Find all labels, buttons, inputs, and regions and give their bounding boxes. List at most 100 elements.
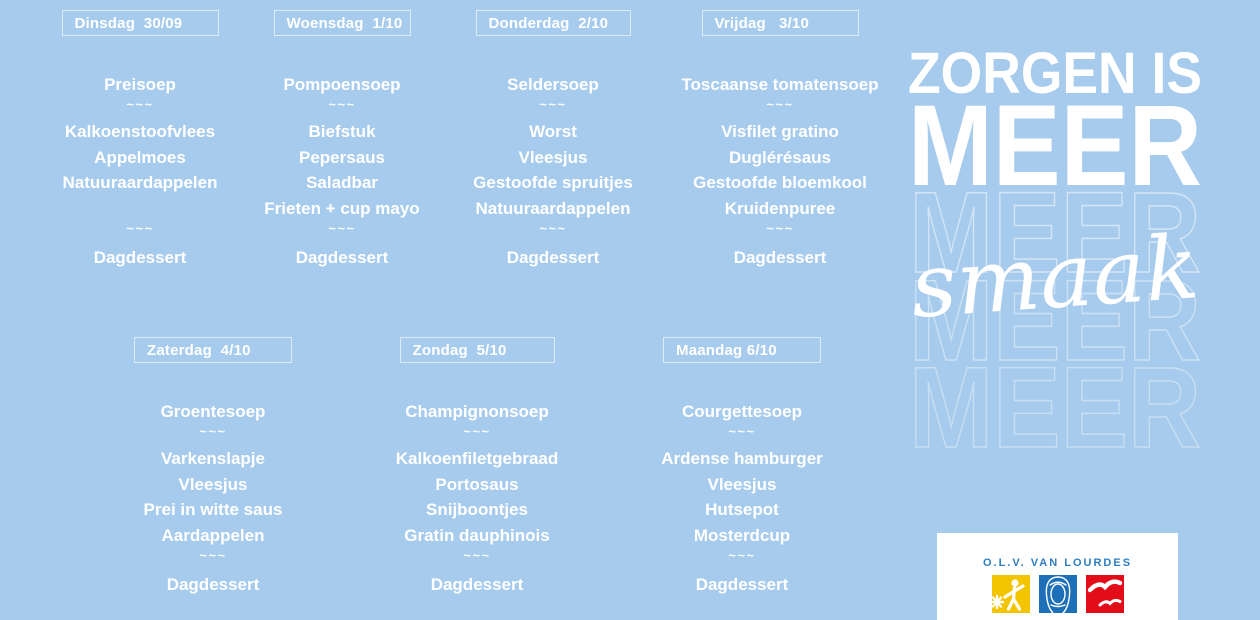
menu-item: Saladbar: [306, 173, 378, 192]
day-column-vrijdag: Vrijdag 3/10 Toscaanse tomatensoep ~~~ V…: [650, 10, 910, 270]
menu-item: Gestoofde spruitjes: [473, 173, 633, 192]
day-label: Zondag 5/10: [412, 341, 507, 359]
menu-item: Natuuraardappelen: [62, 173, 218, 192]
menu-dessert: Dagdessert: [166, 575, 260, 594]
menu-item: Gratin dauphinois: [404, 525, 550, 545]
day-header-box: Zaterdag 4/10: [134, 337, 292, 363]
logo-squares: [937, 575, 1178, 614]
day-header-box: Woensdag 1/10: [273, 10, 411, 36]
menu-items: Worst Vleesjus Gestoofde spruitjes Natuu…: [433, 119, 673, 221]
menu-soup: Preisoep: [104, 75, 176, 94]
menu-dessert: Dagdessert: [295, 248, 389, 267]
zorgen-is-text: ZORGEN IS: [908, 45, 1202, 106]
meer-outline-text: MEER: [909, 344, 1201, 465]
menu-item: Vleesjus: [178, 474, 248, 494]
day-label: Vrijdag 3/10: [714, 14, 810, 32]
star-burst: [989, 594, 1004, 610]
separator-tildes: ~~~: [126, 97, 154, 112]
separator-tildes: ~~~: [728, 548, 756, 563]
logo-family-square: [989, 575, 1030, 613]
day-column-woensdag: Woensdag 1/10 Pompoensoep ~~~ Biefstuk P…: [222, 10, 462, 270]
menu-dessert: Dagdessert: [733, 248, 827, 267]
day-column-donderdag: Donderdag 2/10 Seldersoep ~~~ Worst Vlee…: [433, 10, 673, 270]
day-column-dinsdag: Dinsdag 30/09 Preisoep ~~~ Kalkoenstoofv…: [20, 10, 260, 270]
smaak-script-text: smaak: [908, 215, 1202, 338]
menu-dessert: Dagdessert: [695, 575, 789, 594]
separator-tildes: ~~~: [328, 97, 356, 112]
menu-item: Varkenslapje: [161, 449, 265, 468]
menu-item: Pepersaus: [299, 147, 385, 167]
menu-item: Kruidenpuree: [724, 198, 836, 218]
meer-outline-text: MEER: [909, 169, 1201, 297]
day-header-box: Vrijdag 3/10: [701, 10, 859, 36]
menu-item: Prei in witte saus: [143, 500, 283, 519]
menu-soup: Toscaanse tomatensoep: [681, 75, 879, 94]
menu-dessert: Dagdessert: [93, 248, 187, 267]
family-figures-icon: [989, 579, 1025, 611]
day-label: Dinsdag 30/09: [74, 14, 183, 32]
person-figure: [1002, 579, 1025, 611]
menu-item: Worst: [529, 122, 577, 141]
olv-van-lourdes-logo: O.L.V. VAN LOURDES: [937, 533, 1178, 620]
menu-item: Appelmoes: [94, 147, 186, 167]
day-column-zaterdag: Zaterdag 4/10 Groentesoep ~~~ Varkenslap…: [93, 337, 333, 597]
separator-tildes: ~~~: [463, 548, 491, 563]
separator-tildes: ~~~: [539, 97, 567, 112]
separator-tildes: ~~~: [126, 221, 154, 236]
menu-item: Kalkoenstoofvlees: [64, 122, 216, 141]
meer-outline-text: MEER: [909, 257, 1201, 385]
separator-tildes: ~~~: [463, 424, 491, 439]
menu-items: Kalkoenfiletgebraad Portosaus Snijboontj…: [357, 446, 597, 548]
logo-madonna-square: [1038, 575, 1077, 614]
menu-item: Portosaus: [435, 474, 519, 494]
menu-item: Gestoofde bloemkool: [693, 173, 867, 192]
separator-tildes: ~~~: [199, 424, 227, 439]
menu-soup: Champignonsoep: [405, 402, 549, 421]
menu-soup: Seldersoep: [507, 75, 599, 94]
day-label: Woensdag 1/10: [286, 14, 403, 32]
menu-items: Ardense hamburger Vleesjus Hutsepot Most…: [622, 446, 862, 548]
logo-birds-square: [1085, 575, 1124, 613]
logo-title: O.L.V. VAN LOURDES: [982, 557, 1133, 569]
menu-items: Varkenslapje Vleesjus Prei in witte saus…: [93, 446, 333, 548]
separator-tildes: ~~~: [766, 221, 794, 236]
menu-items: Visfilet gratino Duglérésaus Gestoofde b…: [650, 119, 910, 221]
zorgen-is-meer-smaak-branding: MEER MEER MEER ZORGEN IS MEER smaak: [908, 45, 1202, 465]
day-header-box: Maandag 6/10: [663, 337, 821, 363]
menu-soup: Pompoensoep: [283, 75, 401, 94]
separator-tildes: ~~~: [728, 424, 756, 439]
day-label: Maandag 6/10: [676, 341, 777, 359]
menu-item: Duglérésaus: [728, 147, 832, 167]
menu-item: Hutsepot: [705, 500, 779, 519]
day-column-zondag: Zondag 5/10 Champignonsoep ~~~ Kalkoenfi…: [357, 337, 597, 597]
menu-soup: Courgettesoep: [682, 402, 802, 421]
menu-item: Visfilet gratino: [721, 122, 839, 141]
day-label: Donderdag 2/10: [488, 14, 609, 32]
menu-items: Biefstuk Pepersaus Saladbar Frieten + cu…: [222, 119, 462, 221]
menu-item: Ardense hamburger: [661, 449, 823, 468]
birds-icon: [1087, 579, 1122, 607]
menu-item: Vleesjus: [707, 474, 777, 494]
menu-item: Natuuraardappelen: [475, 198, 631, 218]
menu-item: Vleesjus: [518, 147, 588, 167]
separator-tildes: ~~~: [539, 221, 567, 236]
menu-item: Aardappelen: [161, 525, 265, 545]
day-header-box: Dinsdag 30/09: [61, 10, 219, 36]
menu-item: Frieten + cup mayo: [264, 198, 420, 218]
separator-tildes: ~~~: [199, 548, 227, 563]
day-column-maandag: Maandag 6/10 Courgettesoep ~~~ Ardense h…: [622, 337, 862, 597]
menu-dessert: Dagdessert: [430, 575, 524, 594]
menu-item: Kalkoenfiletgebraad: [395, 449, 559, 468]
madonna-icon: [1045, 576, 1070, 614]
menu-item: Biefstuk: [308, 122, 376, 141]
menu-soup: Groentesoep: [160, 402, 266, 421]
menu-items: Kalkoenstoofvlees Appelmoes Natuuraardap…: [20, 119, 260, 221]
separator-tildes: ~~~: [766, 97, 794, 112]
menu-item: Mosterdcup: [693, 525, 791, 545]
day-label: Zaterdag 4/10: [147, 341, 251, 359]
day-header-box: Donderdag 2/10: [475, 10, 631, 36]
menu-item: Snijboontjes: [426, 500, 528, 519]
day-header-box: Zondag 5/10: [399, 337, 555, 363]
separator-tildes: ~~~: [328, 221, 356, 236]
